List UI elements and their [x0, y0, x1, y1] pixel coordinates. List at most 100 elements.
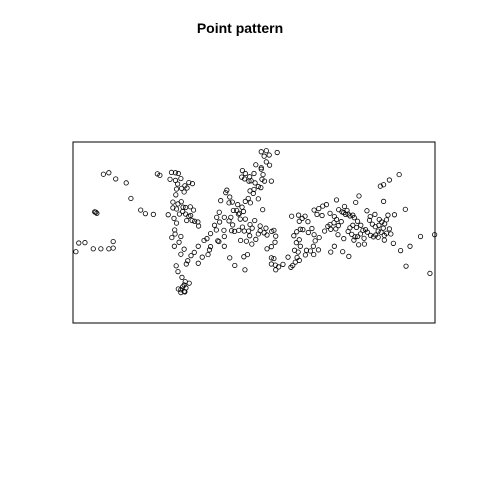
data-point — [242, 170, 248, 177]
data-point — [175, 181, 181, 187]
data-point — [380, 182, 387, 188]
data-point — [295, 212, 302, 218]
data-point — [228, 228, 235, 234]
data-point — [187, 204, 193, 210]
data-point — [213, 227, 219, 233]
data-point — [390, 240, 396, 246]
data-point — [289, 213, 295, 219]
data-point — [215, 238, 221, 244]
data-point — [237, 216, 243, 222]
data-point — [357, 231, 364, 237]
data-point — [170, 205, 176, 211]
data-point — [310, 243, 316, 249]
data-point — [230, 222, 236, 228]
data-point — [350, 212, 356, 218]
data-point — [311, 232, 317, 238]
data-point — [195, 243, 201, 249]
data-point — [354, 233, 361, 240]
data-point — [76, 240, 82, 246]
data-point — [173, 192, 179, 198]
data-point — [167, 176, 173, 182]
data-point — [345, 228, 351, 235]
data-point — [427, 270, 433, 277]
data-point — [380, 225, 386, 231]
data-point — [98, 246, 104, 252]
data-point — [312, 238, 318, 244]
data-point — [351, 215, 357, 221]
data-point — [73, 249, 79, 255]
data-point — [366, 217, 373, 223]
data-point — [184, 185, 190, 191]
data-point — [258, 166, 264, 172]
data-point — [183, 261, 189, 267]
data-point — [241, 176, 248, 182]
data-point — [273, 233, 279, 239]
data-point — [309, 225, 315, 232]
data-point — [90, 246, 96, 252]
data-point — [178, 175, 184, 182]
data-point — [110, 245, 116, 251]
data-point — [258, 185, 264, 191]
data-point — [217, 219, 223, 225]
data-point — [226, 218, 232, 224]
data-point — [221, 214, 227, 220]
data-point — [123, 180, 129, 186]
data-point — [223, 190, 229, 196]
data-point — [175, 268, 181, 275]
data-point — [285, 254, 291, 260]
data-point — [251, 170, 257, 177]
data-point — [268, 255, 274, 261]
data-point — [189, 217, 195, 224]
data-point — [258, 165, 264, 171]
data-point — [106, 170, 112, 176]
data-point — [100, 171, 107, 177]
data-point — [184, 217, 190, 224]
data-point — [333, 197, 340, 203]
data-point — [150, 211, 156, 217]
data-point — [302, 213, 308, 219]
data-point — [181, 246, 187, 252]
data-point — [302, 252, 308, 258]
data-point — [232, 262, 238, 269]
data-point — [189, 181, 196, 187]
data-point — [186, 179, 192, 186]
data-point — [240, 208, 247, 215]
data-point — [352, 234, 358, 240]
data-point — [245, 195, 251, 202]
data-point — [205, 251, 211, 258]
data-point — [305, 219, 311, 225]
data-point — [242, 267, 248, 273]
observation-window — [72, 141, 436, 324]
data-point — [263, 148, 269, 154]
data-point — [261, 153, 267, 159]
data-point — [293, 240, 299, 246]
data-point — [335, 232, 341, 238]
data-point — [253, 236, 259, 242]
data-point — [361, 235, 367, 241]
data-point — [314, 211, 320, 217]
data-point — [176, 239, 182, 245]
data-point — [128, 195, 134, 202]
data-point — [349, 231, 355, 237]
data-point — [402, 206, 408, 212]
data-point — [229, 199, 235, 205]
data-point — [344, 207, 350, 214]
data-point — [367, 213, 373, 220]
data-point — [276, 264, 282, 270]
data-point — [82, 240, 88, 246]
data-point — [376, 216, 382, 223]
data-point — [378, 229, 384, 235]
data-point — [383, 217, 390, 223]
data-point — [216, 209, 222, 215]
data-point — [266, 162, 273, 168]
data-point — [191, 249, 197, 256]
data-point — [168, 169, 175, 176]
data-point — [311, 207, 317, 213]
data-point — [172, 231, 178, 237]
data-point — [341, 203, 348, 210]
data-point — [381, 237, 387, 243]
data-point — [259, 176, 265, 182]
data-point — [263, 225, 269, 231]
data-point — [346, 253, 352, 259]
